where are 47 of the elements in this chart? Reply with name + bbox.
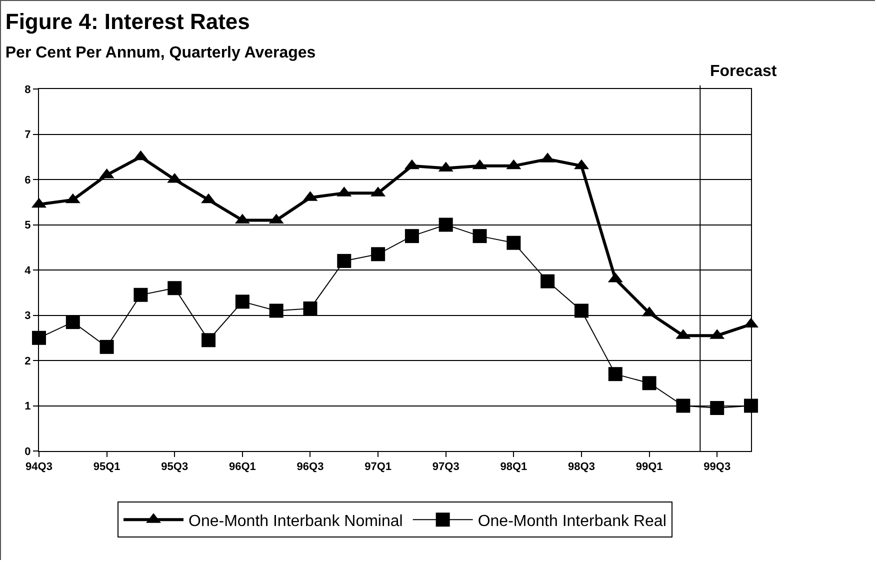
point <box>371 247 386 262</box>
chart-title: Figure 4: Interest Rates <box>5 9 250 34</box>
y-tick-label: 6 <box>24 174 31 186</box>
x-tick-label: 96Q3 <box>296 461 324 474</box>
x-tick-label: 99Q1 <box>636 461 663 474</box>
point <box>642 376 656 390</box>
y-tick-label: 0 <box>24 446 31 458</box>
point <box>438 218 453 232</box>
y-tick-label: 8 <box>24 84 31 96</box>
point <box>574 304 588 318</box>
point <box>608 367 622 382</box>
point <box>303 301 318 316</box>
point <box>66 315 80 330</box>
x-tick-label: 97Q3 <box>432 461 460 474</box>
x-tick-label: 98Q1 <box>500 461 528 474</box>
y-tick-label: 7 <box>24 129 31 142</box>
y-tick-label: 4 <box>24 264 32 277</box>
x-tick-label: 95Q1 <box>93 461 120 474</box>
point <box>337 254 352 268</box>
point <box>710 401 724 416</box>
x-tick-label: 95Q3 <box>161 461 188 474</box>
legend-label: One-Month Interbank Real <box>478 512 666 530</box>
point <box>100 340 114 354</box>
x-tick-label: 98Q3 <box>568 461 595 474</box>
point <box>202 333 216 348</box>
point <box>676 398 690 413</box>
point <box>404 229 419 244</box>
point <box>744 398 758 413</box>
point <box>506 236 521 250</box>
y-tick-label: 3 <box>24 310 31 322</box>
x-tick-label: 99Q3 <box>704 461 731 474</box>
legend-label: One-Month Interbank Nominal <box>188 512 403 530</box>
point <box>472 229 487 244</box>
point <box>269 304 284 318</box>
point <box>168 281 182 296</box>
x-tick-label: 97Q1 <box>364 461 392 474</box>
text: Forecast <box>710 63 778 80</box>
point <box>32 330 46 345</box>
y-tick-label: 2 <box>24 355 31 368</box>
x-tick-label: 96Q1 <box>228 461 256 474</box>
x-tick-label: 94Q3 <box>26 461 52 474</box>
point <box>540 274 555 288</box>
chart-subtitle: Per Cent Per Annum, Quarterly Averages <box>5 44 316 62</box>
point <box>134 288 148 302</box>
y-tick-label: 1 <box>24 400 31 413</box>
point <box>235 294 250 309</box>
y-tick-label: 5 <box>24 220 31 232</box>
